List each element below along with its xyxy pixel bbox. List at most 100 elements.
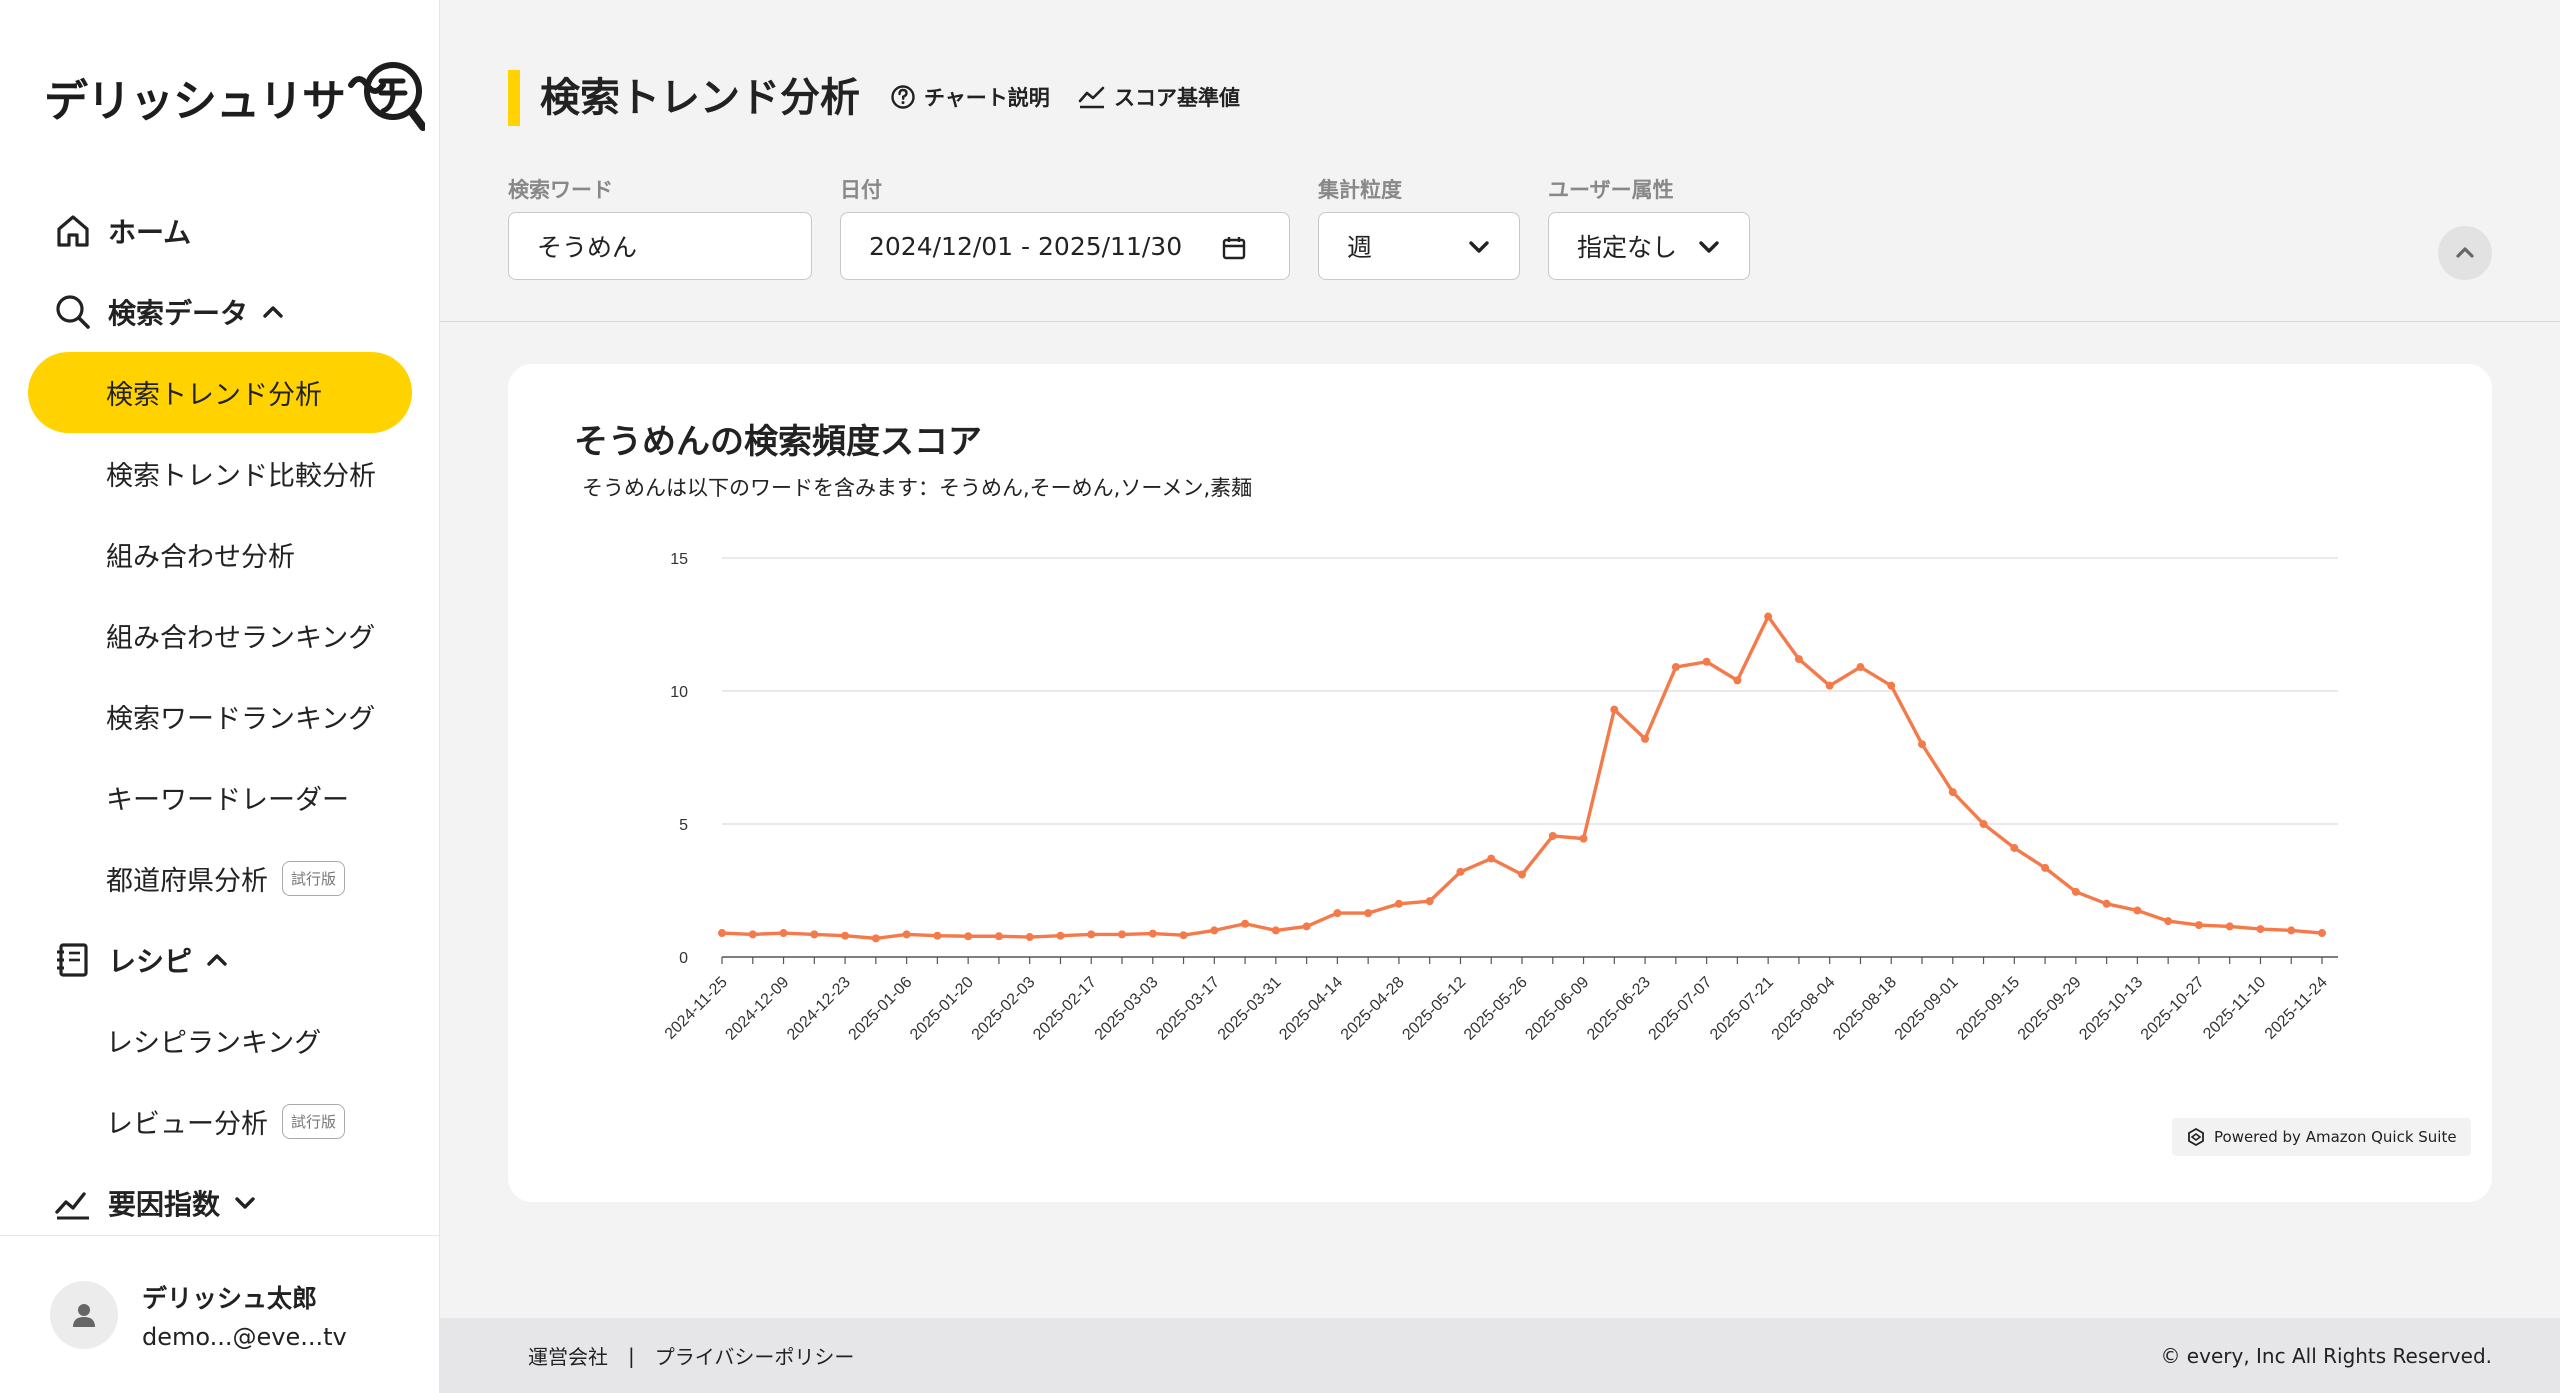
x-tick-label: 2025-09-01 — [1892, 974, 1962, 1044]
sidebar-group-label: 検索データ — [108, 296, 249, 330]
data-point — [1856, 663, 1865, 672]
granularity-label: 集計粒度 — [1318, 178, 1402, 202]
x-tick-label: 2025-06-09 — [1522, 974, 1592, 1044]
sidebar-item-keyword-radar[interactable]: キーワードレーダー — [0, 757, 440, 838]
copyright: © every, Inc All Rights Reserved. — [2160, 1343, 2492, 1368]
sidebar-group-recipe[interactable]: レシピ — [0, 919, 440, 1000]
sidebar-item-search-trend[interactable]: 検索トレンド分析 — [28, 352, 412, 433]
sidebar-item-label: 組み合わせ分析 — [106, 542, 295, 573]
chart-help-label: チャート説明 — [924, 86, 1050, 110]
data-point — [2318, 929, 2326, 938]
data-point — [994, 932, 1003, 941]
sidebar-group-label: 要因指数 — [108, 1187, 221, 1221]
data-point — [1241, 919, 1250, 928]
quick-suite-icon — [2188, 1127, 2204, 1147]
sidebar-item-prefecture[interactable]: 都道府県分析 試行版 — [0, 838, 440, 919]
data-point — [2133, 906, 2142, 915]
data-point — [1179, 931, 1188, 940]
x-tick-label: 2025-03-17 — [1153, 974, 1223, 1044]
x-tick-label: 2025-09-29 — [2015, 974, 2085, 1044]
data-point — [1702, 657, 1711, 666]
data-point — [1087, 930, 1096, 939]
data-point — [1579, 834, 1588, 843]
collapse-filters-button[interactable] — [2438, 226, 2492, 280]
sidebar-item-label: ホーム — [108, 215, 192, 249]
data-point — [2256, 925, 2265, 934]
x-tick-label: 2025-05-12 — [1399, 974, 1469, 1044]
keyword-input[interactable]: そうめん — [508, 212, 812, 280]
chart-subtitle: そうめんは以下のワードを含みます：そうめん,そーめん,ソーメン,素麺 — [582, 476, 1253, 500]
sidebar-item-trend-compare[interactable]: 検索トレンド比較分析 — [0, 433, 440, 514]
data-point — [1641, 734, 1650, 743]
x-tick-label: 2025-08-18 — [1830, 974, 1900, 1044]
data-point — [902, 930, 911, 939]
chart-help-link[interactable]: チャート説明 — [890, 82, 1050, 112]
footer-separator: | — [628, 1343, 635, 1368]
footer: 運営会社 | プライバシーポリシー © every, Inc All Right… — [440, 1318, 2560, 1393]
user-profile[interactable]: デリッシュ太郎 demo...@eve...tv — [0, 1235, 440, 1393]
chart-card: 0 5 10 15 2024-11-25 2024-12-09 2024-12-23 2025… — [508, 364, 2492, 1202]
chevron-up-icon — [263, 305, 283, 318]
x-tick-label: 2025-11-10 — [2200, 974, 2269, 1043]
sidebar-group-search-data[interactable]: 検索データ — [0, 271, 440, 352]
data-point — [1025, 933, 1034, 942]
powered-by-label: Powered by Amazon Quick Suite — [2214, 1128, 2457, 1146]
granularity-select[interactable]: 週 — [1318, 212, 1520, 280]
data-point — [1948, 788, 1957, 797]
y-tick-label: 5 — [679, 817, 688, 834]
data-point — [1425, 897, 1434, 906]
privacy-link[interactable]: プライバシーポリシー — [654, 1345, 855, 1369]
user-email: demo...@eve...tv — [142, 1322, 347, 1351]
sidebar-item-label: レビュー分析 — [106, 1109, 268, 1140]
granularity-value: 週 — [1347, 233, 1373, 262]
x-tick-label: 2024-11-25 — [662, 974, 731, 1043]
data-point — [1979, 820, 1988, 828]
sidebar-item-label: 組み合わせランキング — [106, 623, 376, 654]
powered-by-badge[interactable]: Powered by Amazon Quick Suite — [2172, 1118, 2471, 1156]
data-point — [779, 929, 788, 938]
x-tick-label: 2025-02-03 — [969, 974, 1039, 1044]
app-logo[interactable]: デリッシュリサ — [44, 52, 425, 142]
sidebar-item-label: 検索トレンド比較分析 — [106, 461, 376, 492]
chevron-up-icon — [2456, 247, 2474, 258]
chevron-up-icon — [207, 953, 227, 966]
company-link[interactable]: 運営会社 — [528, 1345, 608, 1369]
recipe-book-icon — [52, 939, 94, 981]
data-point — [1825, 681, 1834, 690]
trend-chart-icon — [1078, 86, 1105, 109]
y-tick-label: 10 — [670, 684, 688, 701]
user-attribute-select[interactable]: 指定なし — [1548, 212, 1750, 280]
data-point — [1764, 612, 1773, 621]
attribute-label: ユーザー属性 — [1548, 178, 1674, 202]
sidebar-item-label: 都道府県分析 — [106, 866, 268, 897]
x-tick-label: 2024-12-09 — [722, 974, 792, 1044]
sidebar-item-review-analysis[interactable]: レビュー分析 試行版 — [0, 1081, 440, 1162]
sidebar-item-keyword-ranking[interactable]: 検索ワードランキング — [0, 676, 440, 757]
data-point — [1518, 870, 1526, 879]
x-tick-label: 2025-07-21 — [1707, 974, 1777, 1044]
sidebar-item-combination-ranking[interactable]: 組み合わせランキング — [0, 595, 440, 676]
data-point — [964, 932, 973, 941]
sidebar-item-label: キーワードレーダー — [106, 785, 349, 816]
score-base-link[interactable]: スコア基準値 — [1078, 82, 1240, 112]
line-chart: 0510152024-11-252024-12-092024-12-232025… — [662, 551, 2338, 1044]
date-range-value: 2024/12/01 - 2025/11/30 — [869, 231, 1183, 261]
data-point — [2071, 887, 2080, 896]
x-tick-label: 2025-10-13 — [2076, 974, 2146, 1044]
sidebar-item-home[interactable]: ホーム — [0, 190, 440, 271]
y-tick-label: 0 — [679, 950, 688, 967]
user-icon — [73, 1303, 95, 1327]
date-range-picker[interactable]: 2024/12/01 - 2025/11/30 — [840, 212, 1290, 280]
x-tick-label: 2025-05-26 — [1461, 974, 1531, 1044]
sidebar-item-combination[interactable]: 組み合わせ分析 — [0, 514, 440, 595]
sidebar-group-factor-index[interactable]: 要因指数 — [0, 1162, 440, 1243]
chevron-down-icon — [1469, 241, 1489, 253]
date-label: 日付 — [840, 178, 882, 202]
data-point — [1456, 867, 1465, 876]
x-tick-label: 2025-04-14 — [1276, 974, 1346, 1044]
data-point — [1210, 926, 1219, 935]
logo-magnifier-icon — [348, 62, 425, 131]
sidebar-item-recipe-ranking[interactable]: レシピランキング — [0, 1000, 440, 1081]
avatar — [50, 1280, 118, 1349]
calendar-icon — [1222, 237, 1246, 260]
